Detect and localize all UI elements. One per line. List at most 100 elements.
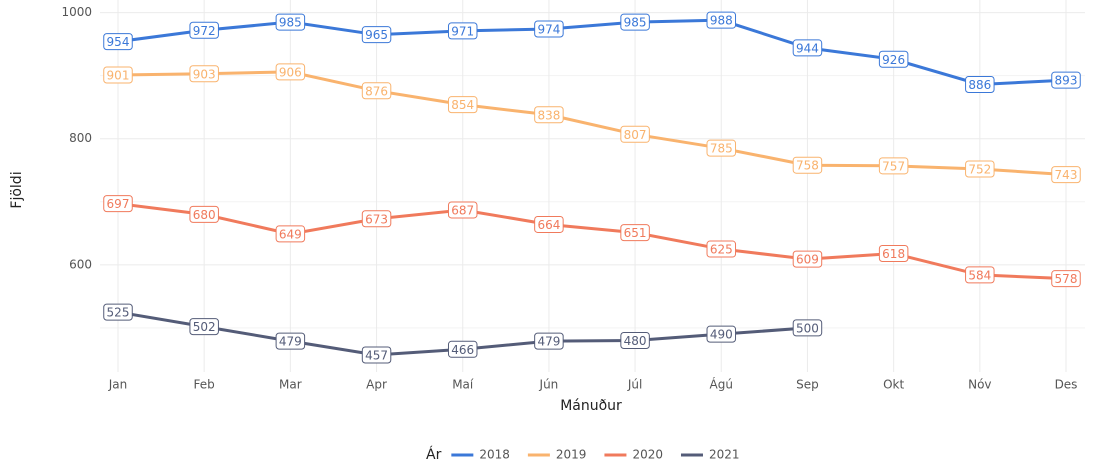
x-tick-label: Feb [194, 378, 215, 392]
label-box [878, 157, 909, 175]
label-box [275, 63, 306, 81]
data-label: 807 [624, 128, 647, 142]
x-axis-title: Mánuður [560, 398, 622, 414]
legend-title: Ár [426, 446, 442, 463]
data-label-box: 954 [103, 33, 133, 51]
label-box [103, 33, 133, 51]
data-label-box: 680 [189, 205, 219, 223]
data-label-box: 971 [447, 22, 478, 40]
data-label-box: 965 [361, 26, 392, 44]
legend-label: 2021 [709, 448, 740, 462]
data-label: 490 [710, 328, 733, 342]
legend: Ár 2018 2019 2020 2021 [426, 446, 740, 463]
data-label: 687 [451, 203, 474, 217]
data-label-box: 480 [620, 331, 650, 349]
data-label: 838 [537, 108, 560, 122]
data-label: 886 [968, 78, 991, 92]
label-box [620, 125, 650, 143]
x-tick-label: Júl [627, 378, 642, 392]
label-box [620, 13, 650, 31]
data-label: 584 [968, 268, 991, 282]
data-label-box: 664 [534, 215, 564, 233]
data-label-box: 757 [878, 157, 909, 175]
data-label: 876 [365, 84, 388, 98]
label-box [103, 195, 133, 213]
x-tick-label: Apr [366, 378, 387, 392]
label-box [447, 201, 478, 219]
y-tick-label: 600 [69, 257, 92, 271]
data-label-box: 985 [620, 13, 650, 31]
data-label: 525 [107, 306, 130, 320]
data-label: 985 [624, 16, 647, 30]
data-label: 578 [1055, 272, 1078, 286]
x-tick-label: Jún [539, 378, 559, 392]
label-box [534, 332, 564, 350]
data-label-box: 944 [792, 39, 823, 57]
data-label: 752 [968, 162, 991, 176]
data-label-box: 985 [275, 13, 306, 31]
label-box [1051, 270, 1081, 288]
label-box [965, 266, 995, 284]
label-box [878, 50, 909, 68]
series-line [117, 70, 1067, 177]
data-label: 974 [537, 23, 560, 37]
data-label-box: 758 [792, 156, 823, 174]
label-box [878, 244, 909, 262]
data-label: 649 [279, 227, 302, 241]
data-label-box: 854 [447, 96, 478, 114]
series-line [117, 18, 1067, 86]
label-box [706, 139, 737, 157]
data-label: 901 [107, 69, 130, 83]
data-label: 893 [1055, 74, 1078, 88]
grid [100, 0, 1085, 372]
label-box [361, 26, 392, 44]
legend-label: 2020 [632, 448, 663, 462]
x-tick-label: Okt [883, 378, 904, 392]
label-box [189, 205, 219, 223]
data-label-box: 752 [965, 160, 995, 178]
x-tick-label: Nóv [968, 378, 991, 392]
legend-label: 2018 [479, 448, 510, 462]
data-label-box: 466 [447, 340, 478, 358]
data-label: 479 [279, 335, 302, 349]
label-box [792, 39, 823, 57]
data-label-box: 972 [189, 21, 219, 39]
label-box [447, 96, 478, 114]
data-label: 985 [279, 16, 302, 30]
label-box [792, 250, 823, 268]
label-box [792, 156, 823, 174]
label-box [620, 224, 650, 242]
data-label: 854 [451, 98, 474, 112]
data-label-box: 500 [792, 319, 823, 337]
data-label-box: 625 [706, 240, 737, 258]
data-label-box: 906 [275, 63, 306, 81]
label-box [103, 66, 133, 84]
data-label-box: 743 [1051, 166, 1081, 184]
data-label: 965 [365, 28, 388, 42]
label-box [1051, 71, 1081, 89]
data-label-box: 876 [361, 82, 392, 100]
data-label: 500 [796, 321, 819, 335]
data-label: 651 [624, 226, 647, 240]
y-axis-title: Fjöldi [9, 171, 25, 208]
label-box [189, 318, 219, 336]
series-line [117, 202, 1067, 281]
data-label: 971 [451, 24, 474, 38]
data-label-box: 687 [447, 201, 478, 219]
label-box [620, 331, 650, 349]
data-label-box: 502 [189, 318, 219, 336]
y-tick-label: 800 [69, 131, 92, 145]
data-label-box: 618 [878, 244, 909, 262]
data-label-box: 479 [534, 332, 564, 350]
data-label: 697 [107, 197, 130, 211]
data-label: 954 [107, 35, 130, 49]
label-box [189, 65, 219, 83]
data-label-box: 807 [620, 125, 650, 143]
data-label: 457 [365, 348, 388, 362]
x-tick-label: Des [1055, 378, 1078, 392]
data-label-box: 988 [706, 11, 737, 29]
data-label: 673 [365, 212, 388, 226]
data-label-box: 838 [534, 106, 564, 124]
data-label-box: 479 [275, 332, 306, 350]
